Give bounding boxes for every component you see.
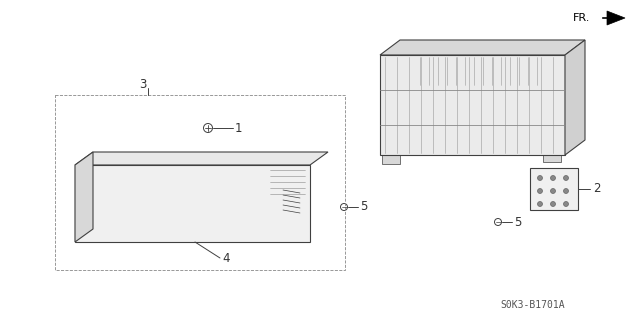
Bar [120, 230, 138, 239]
Circle shape [563, 189, 568, 194]
Bar [145, 172, 187, 192]
Text: FR.: FR. [573, 13, 590, 23]
Circle shape [563, 202, 568, 206]
Bar [140, 200, 220, 235]
Circle shape [550, 189, 556, 194]
Bar [92, 230, 110, 239]
Bar [530, 168, 578, 210]
Circle shape [538, 202, 543, 206]
Bar [195, 172, 237, 192]
Bar [543, 102, 561, 127]
Bar [543, 67, 561, 92]
Text: 4: 4 [222, 251, 230, 264]
Text: 3: 3 [140, 78, 147, 92]
Bar [146, 228, 168, 240]
Bar [233, 200, 271, 235]
Bar [382, 67, 400, 89]
Bar [100, 218, 116, 232]
Text: 5: 5 [514, 216, 522, 228]
Bar [382, 142, 400, 164]
Polygon shape [75, 152, 328, 165]
Polygon shape [380, 40, 585, 55]
Text: 2: 2 [593, 182, 600, 196]
Bar [245, 172, 287, 192]
Circle shape [550, 202, 556, 206]
Bar [382, 92, 400, 114]
Polygon shape [565, 40, 585, 155]
Circle shape [550, 175, 556, 181]
Text: S0K3-B1701A: S0K3-B1701A [500, 300, 565, 310]
Bar [90, 228, 112, 240]
Polygon shape [607, 11, 625, 25]
Polygon shape [75, 152, 93, 242]
Circle shape [538, 189, 543, 194]
Bar [100, 200, 116, 214]
Polygon shape [75, 165, 310, 242]
Bar [80, 200, 96, 214]
Bar [90, 172, 132, 192]
Bar [118, 228, 140, 240]
Bar [382, 117, 400, 139]
Text: 5: 5 [360, 201, 367, 213]
Bar [80, 218, 96, 232]
Text: 1: 1 [235, 122, 243, 135]
Polygon shape [380, 55, 565, 155]
Circle shape [563, 175, 568, 181]
Circle shape [538, 175, 543, 181]
Bar [543, 137, 561, 162]
